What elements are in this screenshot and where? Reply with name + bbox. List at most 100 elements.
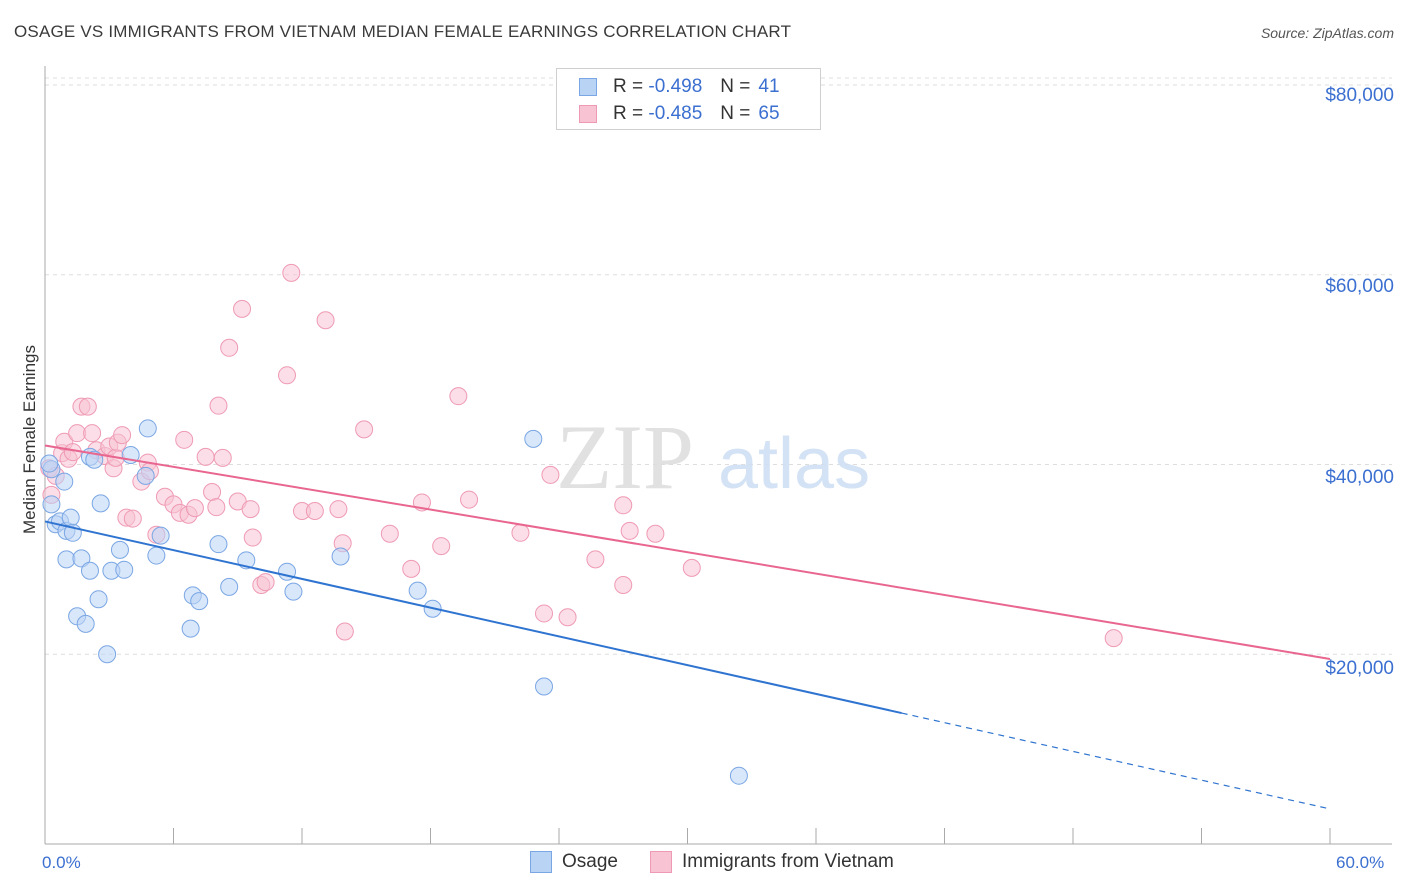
r-label: R =: [613, 103, 644, 124]
vietnam-point-52: [402, 559, 421, 578]
vietnam-point-64: [620, 521, 639, 540]
osage-point-39: [729, 766, 748, 785]
osage-point-35: [408, 581, 427, 600]
vietnam-point-54: [432, 537, 451, 556]
osage-point-15: [89, 590, 108, 609]
osage-points: [40, 419, 748, 785]
osage-point-28: [190, 592, 209, 611]
vietnam-point-66: [682, 558, 701, 577]
watermark: ZIP atlas: [556, 406, 870, 508]
vietnam-point-56: [460, 490, 479, 509]
x-tick-label-min: 0.0%: [42, 853, 81, 872]
vietnam-point-61: [586, 550, 605, 569]
vietnam-point-41: [256, 573, 275, 592]
osage-point-4: [55, 472, 74, 491]
osage-point-40: [40, 454, 59, 473]
osage-point-24: [147, 546, 166, 565]
vietnam-point-62: [614, 575, 633, 594]
vietnam-point-9: [78, 397, 97, 416]
watermark-atlas: atlas: [718, 424, 870, 504]
n-value-vietnam: 65: [758, 103, 780, 124]
osage-legend-label: Osage: [562, 851, 618, 872]
vietnam-point-6: [63, 443, 82, 462]
legend-item-osage[interactable]: Osage: [530, 851, 618, 873]
chart-title: OSAGE VS IMMIGRANTS FROM VIETNAM MEDIAN …: [14, 22, 792, 41]
vietnam-point-58: [535, 604, 554, 623]
r-value-vietnam: -0.485: [648, 103, 703, 124]
osage-point-38: [535, 677, 554, 696]
vietnam-legend-label: Immigrants from Vietnam: [682, 851, 894, 872]
vietnam-point-59: [541, 465, 560, 484]
vietnam-point-37: [233, 299, 252, 318]
legend-item-vietnam[interactable]: Immigrants from Vietnam: [650, 851, 894, 873]
vietnam-point-42: [278, 366, 297, 385]
osage-point-7: [61, 508, 80, 527]
osage-point-37: [524, 429, 543, 448]
watermark-zip: ZIP: [556, 406, 694, 508]
osage-point-1: [42, 495, 61, 514]
osage-point-29: [209, 535, 228, 554]
vietnam-point-47: [329, 500, 348, 519]
vietnam-point-35: [220, 338, 239, 357]
vietnam-point-60: [558, 608, 577, 627]
vietnam-swatch: [579, 105, 597, 123]
osage-point-30: [220, 577, 239, 596]
osage-point-33: [284, 582, 303, 601]
osage-point-12: [80, 561, 99, 580]
vietnam-point-34: [213, 448, 232, 467]
vietnam-point-45: [305, 501, 324, 520]
vietnam-point-50: [355, 420, 374, 439]
osage-point-10: [72, 549, 91, 568]
r-label: R =: [613, 76, 644, 97]
y-tick-label-60000: $60,000: [1325, 276, 1394, 297]
vietnam-point-39: [243, 528, 262, 547]
correlation-legend: R = -0.498 N = 41 R = -0.485 N = 65: [556, 68, 821, 130]
vietnam-point-7: [68, 424, 87, 443]
source-label: Source: ZipAtlas.com: [1260, 25, 1394, 41]
osage-point-11: [76, 614, 95, 633]
y-axis-label: Median Female Earnings: [20, 345, 39, 534]
n-label: N =: [720, 103, 751, 124]
vietnam-point-17: [113, 426, 132, 445]
osage-trend-extension: [901, 712, 1331, 810]
osage-point-23: [138, 419, 157, 438]
vietnam-point-49: [335, 622, 354, 641]
vietnam-point-55: [449, 387, 468, 406]
vietnam-point-67: [1104, 629, 1123, 648]
vietnam-point-33: [209, 396, 228, 415]
axes: [44, 66, 1392, 845]
legend-row-vietnam: R = -0.485 N = 65: [579, 102, 780, 126]
n-value-osage: 41: [758, 76, 780, 97]
osage-swatch: [579, 78, 597, 96]
osage-point-34: [331, 547, 350, 566]
vietnam-point-65: [646, 524, 665, 543]
osage-point-19: [110, 540, 129, 559]
osage-point-17: [98, 645, 117, 664]
vietnam-point-43: [282, 263, 301, 282]
vietnam-legend-swatch: [650, 851, 672, 873]
vietnam-point-32: [207, 498, 226, 517]
r-value-osage: -0.498: [648, 76, 703, 97]
x-tick-label-max: 60.0%: [1336, 853, 1385, 872]
osage-legend-swatch: [530, 851, 552, 873]
vietnam-point-46: [316, 311, 335, 330]
legend-row-osage: R = -0.498 N = 41: [579, 75, 780, 99]
osage-point-6: [57, 550, 76, 569]
osage-point-20: [115, 560, 134, 579]
vietnam-point-38: [241, 500, 260, 519]
vietnam-trend-line: [44, 444, 1331, 660]
vietnam-point-57: [511, 523, 530, 542]
vietnam-point-27: [175, 430, 194, 449]
vietnam-point-29: [185, 499, 204, 518]
osage-trend-line: [44, 520, 902, 715]
osage-point-25: [151, 526, 170, 545]
y-tick-label-20000: $20,000: [1325, 658, 1394, 679]
vietnam-point-30: [196, 447, 215, 466]
osage-point-26: [181, 619, 200, 638]
vietnam-point-19: [123, 509, 142, 528]
vietnam-point-10: [83, 424, 102, 443]
y-tick-label-80000: $80,000: [1325, 85, 1394, 106]
vietnam-point-63: [614, 496, 633, 515]
trend-lines: [44, 444, 1331, 810]
